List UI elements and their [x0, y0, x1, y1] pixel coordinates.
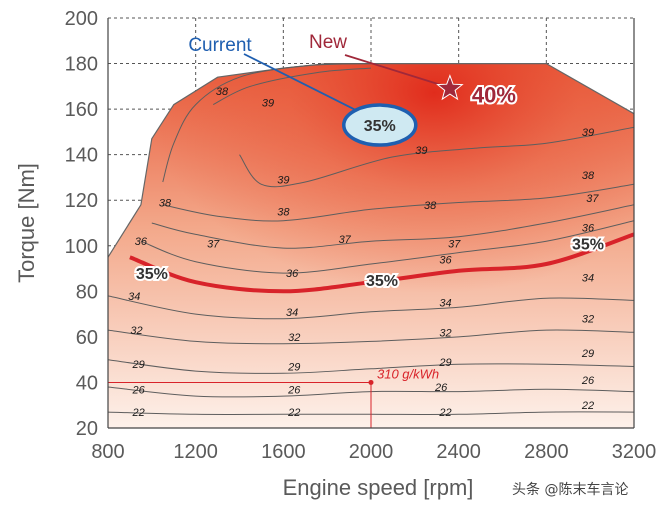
x-tick-label: 800: [91, 441, 124, 463]
contour-label: 26: [581, 375, 595, 387]
contour-label: 36: [582, 223, 595, 235]
contour-label: 39: [582, 127, 594, 139]
operating-point-note: 310 g/kWh: [377, 366, 439, 381]
y-tick-label: 100: [65, 236, 98, 258]
efficiency-label: 35%: [136, 266, 168, 283]
contour-label: 34: [439, 298, 451, 310]
contour-label: 32: [130, 325, 142, 337]
y-axis-title: Torque [Nm]: [14, 163, 39, 283]
contour-label: 22: [438, 407, 451, 419]
contour-label: 37: [586, 193, 599, 205]
contour-label: 36: [135, 236, 148, 248]
efficiency-label: 35%: [366, 273, 398, 290]
contour-label: 32: [582, 314, 594, 326]
contour-label: 26: [434, 382, 448, 394]
contour-labels: 22 22 22 22 26 26 26 26 29 29 29 29 32 32 32 32 34 34 34 34…: [128, 86, 606, 419]
contour-label: 38: [424, 200, 437, 212]
contour-line: [162, 63, 372, 183]
contour-label: 29: [581, 348, 594, 360]
current-ellipse: [342, 103, 418, 147]
y-tick-label: 80: [76, 281, 98, 303]
x-tick-label: 2800: [524, 441, 569, 463]
contour-line: [108, 329, 634, 345]
x-tick-label: 3200: [612, 441, 657, 463]
x-axis-title: Engine speed [rpm]: [283, 475, 474, 500]
contour-label: 38: [277, 207, 290, 219]
contour-label: 39: [277, 175, 289, 187]
contour-line: [151, 204, 634, 249]
contour-line: [108, 295, 634, 320]
y-tick-label: 160: [65, 99, 98, 121]
contour-label: 36: [286, 268, 299, 280]
new-label: New: [309, 32, 347, 53]
contour-line: [239, 126, 634, 188]
contour-label: 32: [439, 327, 451, 339]
current-leader-line: [243, 53, 363, 114]
new-star-marker: [436, 74, 464, 101]
contour-label: 26: [287, 384, 301, 396]
x-tick-label: 2400: [436, 441, 481, 463]
x-tick-label: 1200: [173, 441, 218, 463]
contour-line: [212, 67, 372, 106]
markers: 35% Current New 40% 310 g/kWh: [108, 32, 518, 428]
contour-line-bold: [129, 232, 634, 294]
contour-label: 37: [448, 239, 461, 251]
y-tick-label: 120: [65, 190, 98, 212]
contour-label: 22: [581, 400, 594, 412]
x-tick-label: 2000: [349, 441, 394, 463]
current-label: Current: [188, 35, 252, 56]
contour-label: 32: [288, 332, 300, 344]
contour-label: 37: [339, 234, 352, 246]
contour-line: [162, 183, 634, 222]
x-tick-label: 1600: [261, 441, 306, 463]
contour-label: 39: [415, 145, 427, 157]
efficiency-label: 35%: [572, 237, 604, 254]
y-tick-label: 180: [65, 54, 98, 76]
contour-label: 22: [287, 407, 300, 419]
contour-label: 36: [439, 254, 452, 266]
contour-label: 26: [132, 384, 146, 396]
new-value: 40%: [472, 83, 516, 108]
contour-line: [108, 359, 634, 374]
y-tick-label: 200: [65, 8, 98, 30]
y-tick-label: 40: [76, 372, 98, 394]
contour-label: 38: [582, 170, 595, 182]
contour-label: 29: [287, 362, 300, 374]
y-tick-label: 60: [76, 327, 98, 349]
operating-point-dot: [368, 379, 374, 385]
contour-label: 34: [128, 291, 140, 303]
contour-label: 29: [438, 357, 451, 369]
contour-label: 37: [207, 239, 220, 251]
contour-label: 38: [159, 198, 172, 210]
current-value: 35%: [364, 118, 396, 135]
new-leader-line: [344, 54, 441, 86]
y-tick-label: 20: [76, 418, 98, 440]
axes: 800 1200 1600 2000 2400 2800 3200 200 180 160 140 1…: [65, 8, 657, 463]
contour-label: 39: [262, 97, 274, 109]
contour-label: 34: [286, 307, 298, 319]
map-boundary: [107, 63, 635, 258]
watermark: 头条 @陈末车言论: [512, 481, 628, 498]
contour-line: [140, 220, 634, 274]
y-tick-label: 140: [65, 145, 98, 167]
contour-label: 22: [132, 407, 145, 419]
contour-label: 34: [582, 273, 594, 285]
contour-label: 38: [216, 86, 229, 98]
contour-label: 29: [132, 359, 145, 371]
